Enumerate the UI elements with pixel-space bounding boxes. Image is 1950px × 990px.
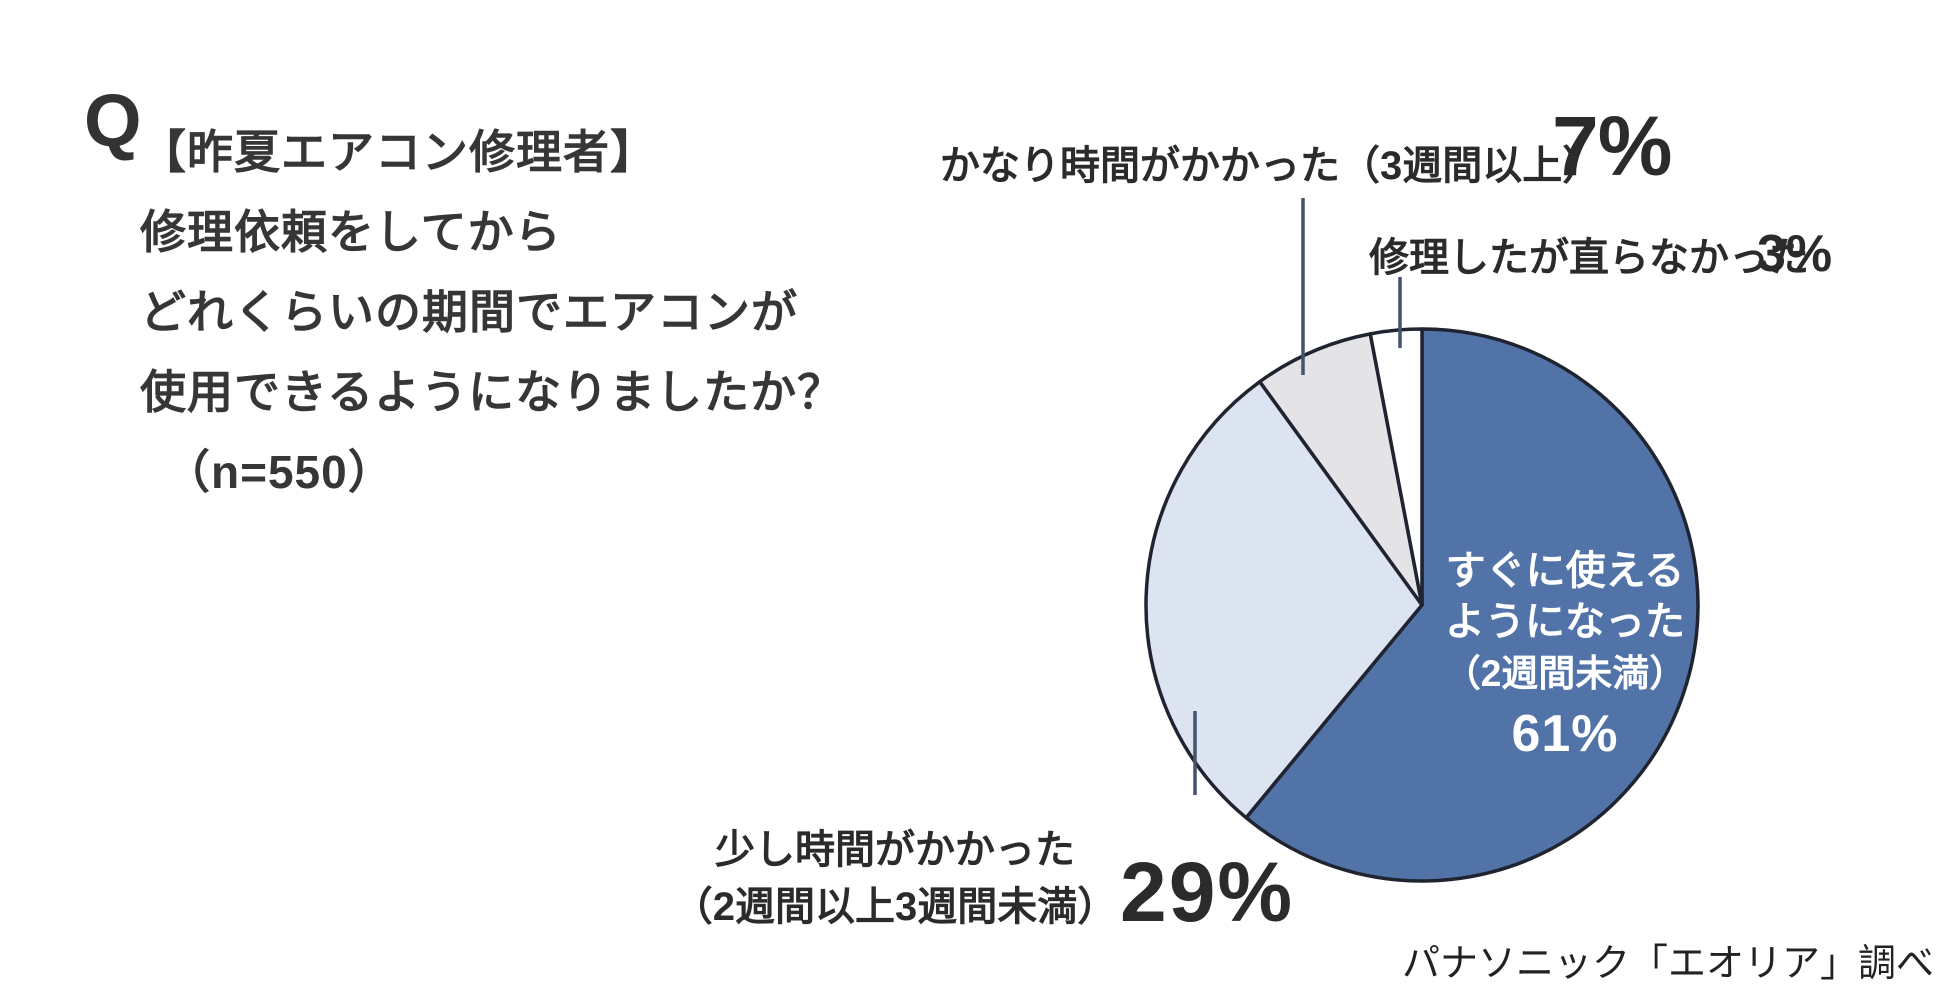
pie-inner-label-line-1: すぐに使える <box>1445 549 1685 593</box>
pie-inner-label-value: 61% <box>1511 705 1619 763</box>
pie-inner-label-line-2: ようになった <box>1445 600 1685 644</box>
pie-slice-3pct <box>1368 327 1424 607</box>
leader-lines-group <box>1193 198 1402 795</box>
question-sample-size: （n=550） <box>164 446 395 498</box>
question-q-mark: Q <box>84 79 142 162</box>
question-text-block: 【昨夏エアコン修理者】 修理依頼をしてから どれくらいの期間でエアコンが 使用で… <box>140 112 844 512</box>
source-note: パナソニック「エオリア」調べ <box>1401 943 1934 985</box>
callout-29pct-value: 29% <box>1120 845 1295 939</box>
pie-inner-label-line-3: （2週間未満） <box>1443 653 1687 694</box>
pie-slice-61pct <box>1244 327 1700 883</box>
callout-7pct-label: かなり時間がかかった（3週間以上） <box>940 144 1603 188</box>
callout-3pct-label: 修理したが直らなかった <box>1369 236 1809 280</box>
pie-inner-label-61pct: すぐに使える ようになった （2週間未満） 61% <box>1415 546 1715 760</box>
callout-29pct-label: 少し時間がかかった （2週間以上3週間未満） <box>660 822 1130 936</box>
callout-29pct-label-line-1: 少し時間がかかった <box>715 828 1075 872</box>
pie-slices-group <box>1144 327 1700 883</box>
question-line-3: どれくらいの期間でエアコンが <box>140 286 798 338</box>
question-line-1: 【昨夏エアコン修理者】 <box>140 126 657 178</box>
pie-slice-29pct <box>1144 379 1424 820</box>
question-line-4: 使用できるようになりましたか？ <box>140 366 845 418</box>
callout-3pct-value: 3% <box>1757 225 1833 283</box>
question-line-2: 修理依頼をしてから <box>140 206 562 258</box>
callout-7pct-value: 7% <box>1552 99 1672 193</box>
callout-29pct-label-line-2: （2週間以上3週間未満） <box>672 885 1118 929</box>
